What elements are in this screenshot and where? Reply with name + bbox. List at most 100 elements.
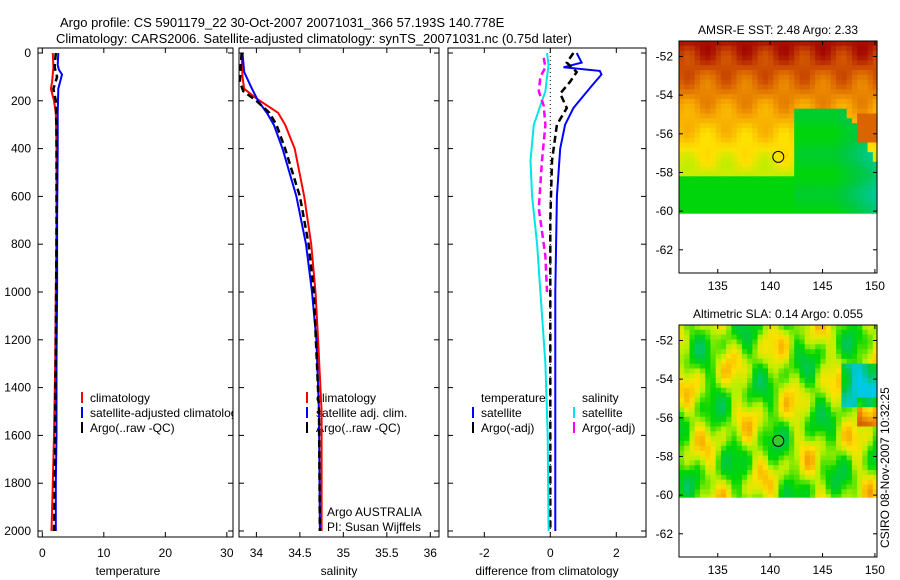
lon-tick-label: 145 [813,563,833,577]
map-cell [700,349,706,355]
map-cell [768,373,774,379]
map-cell [684,489,690,495]
map-cell [752,128,759,134]
map-cell [705,65,711,71]
map-cell [731,181,738,187]
map-cell [684,89,690,95]
map-cell [799,397,806,403]
map-cell [862,181,869,187]
map-cell [815,200,821,206]
map-cell [700,161,706,168]
map-cell [810,402,816,408]
map-cell [741,103,748,110]
map-cell [747,450,753,457]
map-cell [705,152,711,158]
map-cell [810,108,816,115]
map-cell [872,190,878,197]
map-cell [773,325,780,331]
map-cell [773,455,780,461]
map-cell [778,474,785,481]
map-cell [720,157,727,163]
map-cell [736,89,743,95]
map-cell [762,166,769,173]
map-cell [810,358,816,365]
map-cell [841,484,848,490]
map-cell [872,421,878,428]
map-cell [778,450,785,457]
map-cell [825,387,832,394]
map-cell [846,55,853,61]
map-cell [773,445,780,452]
map-cell [773,166,780,173]
map-cell [689,368,696,374]
map-cell [726,210,732,214]
map-cell [741,137,748,144]
map-cell [679,450,685,457]
map-cell [726,137,732,144]
map-cell [783,195,790,202]
map-cell [825,132,832,139]
map-cell [872,137,878,144]
map-cell [762,402,769,408]
map-cell [810,339,816,345]
map-cell [830,65,837,71]
map-cell [836,181,842,187]
map-cell [700,186,706,192]
map-cell [846,50,853,57]
map-cell [715,190,722,197]
map-cell [794,402,800,408]
map-cell [789,89,795,95]
map-cell [720,445,727,452]
map-cell [720,489,727,495]
map-cell [720,45,727,52]
map-cell [862,113,869,119]
map-cell [789,195,795,202]
map-cell [862,392,869,399]
map-cell [705,450,711,457]
map-cell [700,147,706,153]
x-tick-label: 34 [250,546,264,560]
map-cell [830,123,837,129]
map-cell [752,147,759,153]
map-cell [694,132,701,139]
map-cell [705,358,711,365]
map-cell [778,383,785,389]
map-cell [783,137,790,144]
map-cell [799,171,806,177]
plot-frame [37,47,234,538]
map-cell [810,147,816,153]
map-cell [810,181,816,187]
map-cell [830,45,837,52]
map-cell [862,118,869,124]
map-cell [810,84,816,90]
map-cell [830,474,837,481]
map-cell [825,65,832,71]
map-cell [705,474,711,481]
map-cell [679,494,685,498]
map-cell [757,397,764,403]
map-frame [678,40,878,274]
map-cell [726,205,732,211]
map-cell [851,441,858,447]
y-tick-label: 800 [11,237,31,251]
map-cell [726,99,732,105]
map-cell [804,484,811,490]
map-cell [872,108,878,115]
map-cell [773,416,780,423]
map-cell [747,108,753,115]
map-cell [741,445,748,452]
map-cell [857,205,863,211]
map-cell [862,436,869,442]
map-cell [762,79,769,86]
map-cell [794,65,800,71]
map-cell [773,108,780,115]
map-cell [710,392,717,399]
map-cell [684,157,690,163]
map-cell [715,489,722,495]
map-cell [857,383,863,389]
map-cell [846,147,853,153]
map-cell [799,329,806,336]
map-cell [851,392,858,399]
map-cell [736,494,743,498]
map-cell [689,118,696,124]
